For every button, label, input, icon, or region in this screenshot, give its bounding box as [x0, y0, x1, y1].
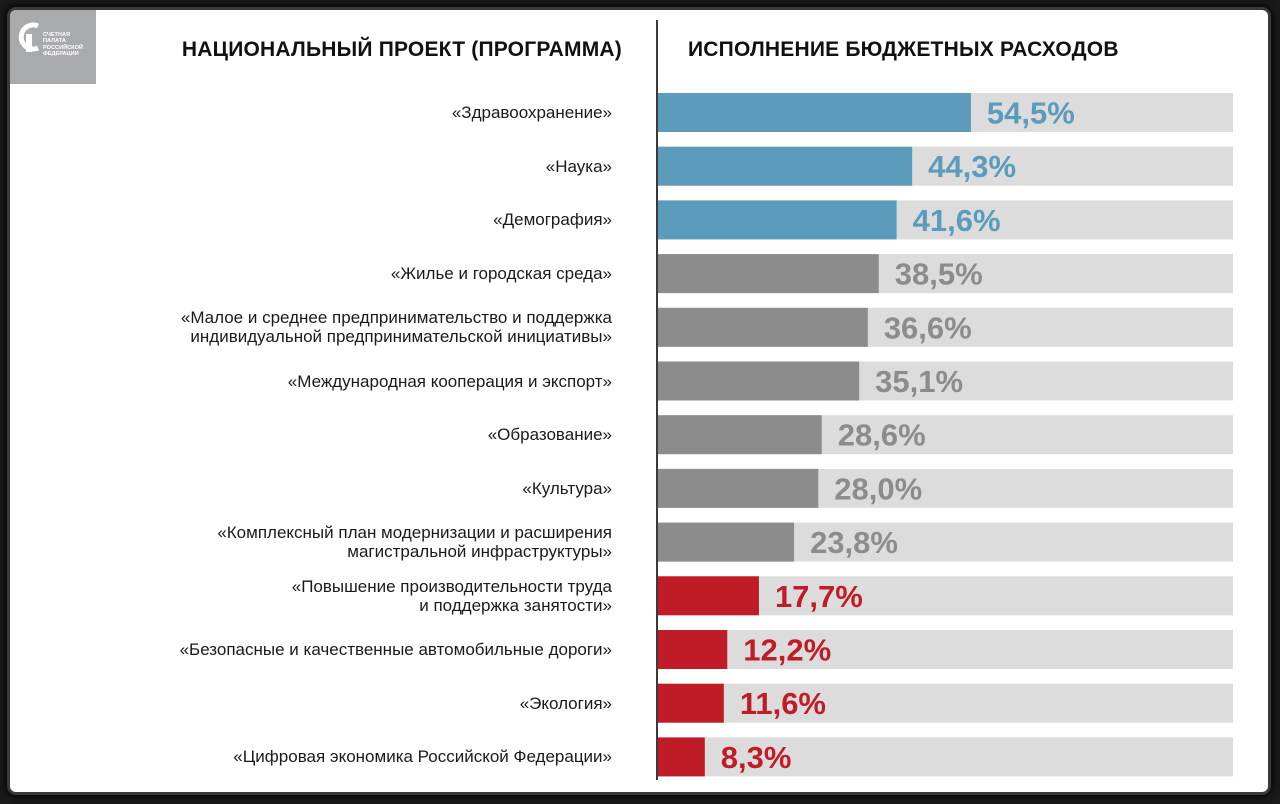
- data-label: 23,8%: [810, 525, 898, 560]
- category-label: «Образование»: [22, 425, 622, 444]
- bar: [657, 630, 728, 669]
- bar: [657, 307, 868, 347]
- bar-track: [657, 737, 1233, 777]
- column-divider: [656, 20, 658, 780]
- bar: [657, 146, 913, 186]
- accounts-chamber-logo: СЧЕТНАЯ ПАЛАТА РОССИЙСКОЙ ФЕДЕРАЦИИ: [10, 10, 96, 84]
- data-label: 44,3%: [928, 149, 1016, 184]
- data-label: 8,3%: [721, 740, 792, 775]
- bar: [657, 361, 860, 401]
- bar: [657, 200, 897, 240]
- category-label-line: «Здравоохранение»: [451, 103, 612, 122]
- category-label-line: «Малое и среднее предпринимательство и п…: [180, 308, 612, 328]
- category-label: «Жилье и городская среда»: [22, 264, 622, 283]
- data-label: 28,0%: [834, 471, 922, 506]
- category-label-line: «Демография»: [493, 210, 612, 230]
- data-label: 28,6%: [838, 418, 926, 453]
- category-label-line: «Комплексный план модернизации и расшире…: [217, 523, 612, 543]
- value-header: ИСПОЛНЕНИЕ БЮДЖЕТНЫХ РАСХОДОВ: [688, 38, 1119, 61]
- bar-chart: 54,5% 44,3% 41,6% 38,5% 36,6% 35,1% 28,6% 28,0%…: [657, 93, 1233, 777]
- category-label-line: магистральной инфраструктуры»: [347, 542, 612, 562]
- data-label: 11,6%: [740, 686, 826, 721]
- category-label: «Международная кооперация и экспорт»: [22, 372, 622, 391]
- logo-mark-icon: [18, 22, 39, 52]
- bar: [657, 254, 879, 294]
- category-label: «Культура»: [22, 479, 622, 498]
- category-label-line: «Культура»: [522, 478, 612, 498]
- bar: [657, 683, 724, 723]
- category-label: «Малое и среднее предпринимательство и п…: [22, 308, 622, 346]
- category-label-line: «Жилье и городская среда»: [390, 264, 612, 284]
- category-label-line: «Цифровая экономика Российской Федерации…: [233, 747, 612, 767]
- data-label: 17,7%: [775, 579, 863, 614]
- bar-track: [657, 683, 1233, 723]
- category-label: «Цифровая экономика Российской Федерации…: [22, 747, 622, 766]
- category-label-line: «Безопасные и качественные автомобильные…: [179, 640, 612, 659]
- data-label: 12,2%: [743, 633, 831, 668]
- data-label: 36,6%: [884, 310, 972, 345]
- category-label: «Безопасные и качественные автомобильные…: [22, 640, 622, 659]
- category-label-line: «Образование»: [487, 425, 612, 445]
- bar-track: [657, 630, 1233, 669]
- infographic-frame: СЧЕТНАЯ ПАЛАТА РОССИЙСКОЙ ФЕДЕРАЦИИ НАЦИ…: [10, 10, 1268, 792]
- bar: [657, 522, 795, 562]
- data-label: 54,5%: [987, 96, 1075, 131]
- data-label: 41,6%: [913, 203, 1001, 238]
- bar: [657, 468, 819, 508]
- data-label: 38,5%: [895, 257, 983, 292]
- category-header: НАЦИОНАЛЬНЫЙ ПРОЕКТ (ПРОГРАММА): [181, 38, 622, 61]
- category-label: «Демография»: [22, 210, 622, 229]
- category-label: «Наука»: [22, 157, 622, 176]
- category-label: «Здравоохранение»: [22, 103, 622, 122]
- bar: [657, 93, 971, 132]
- category-label-line: «Экология»: [519, 693, 612, 713]
- bar: [657, 415, 822, 455]
- category-label-line: и поддержка занятости»: [419, 595, 612, 615]
- category-label: «Экология»: [22, 694, 622, 713]
- category-label-line: «Международная кооперация и экспорт»: [287, 371, 612, 391]
- bar: [657, 737, 705, 777]
- data-label: 35,1%: [875, 364, 963, 399]
- category-label-line: «Наука»: [545, 156, 612, 176]
- logo-text: СЧЕТНАЯ ПАЛАТА РОССИЙСКОЙ ФЕДЕРАЦИИ: [43, 32, 83, 58]
- category-label: «Комплексный план модернизации и расшире…: [22, 523, 622, 561]
- category-label-line: индивидуальной предпринимательской иници…: [190, 327, 612, 347]
- category-label-line: «Повышение производительности труда: [291, 576, 612, 596]
- category-label: «Повышение производительности труда и под…: [22, 577, 622, 615]
- bar: [657, 576, 759, 616]
